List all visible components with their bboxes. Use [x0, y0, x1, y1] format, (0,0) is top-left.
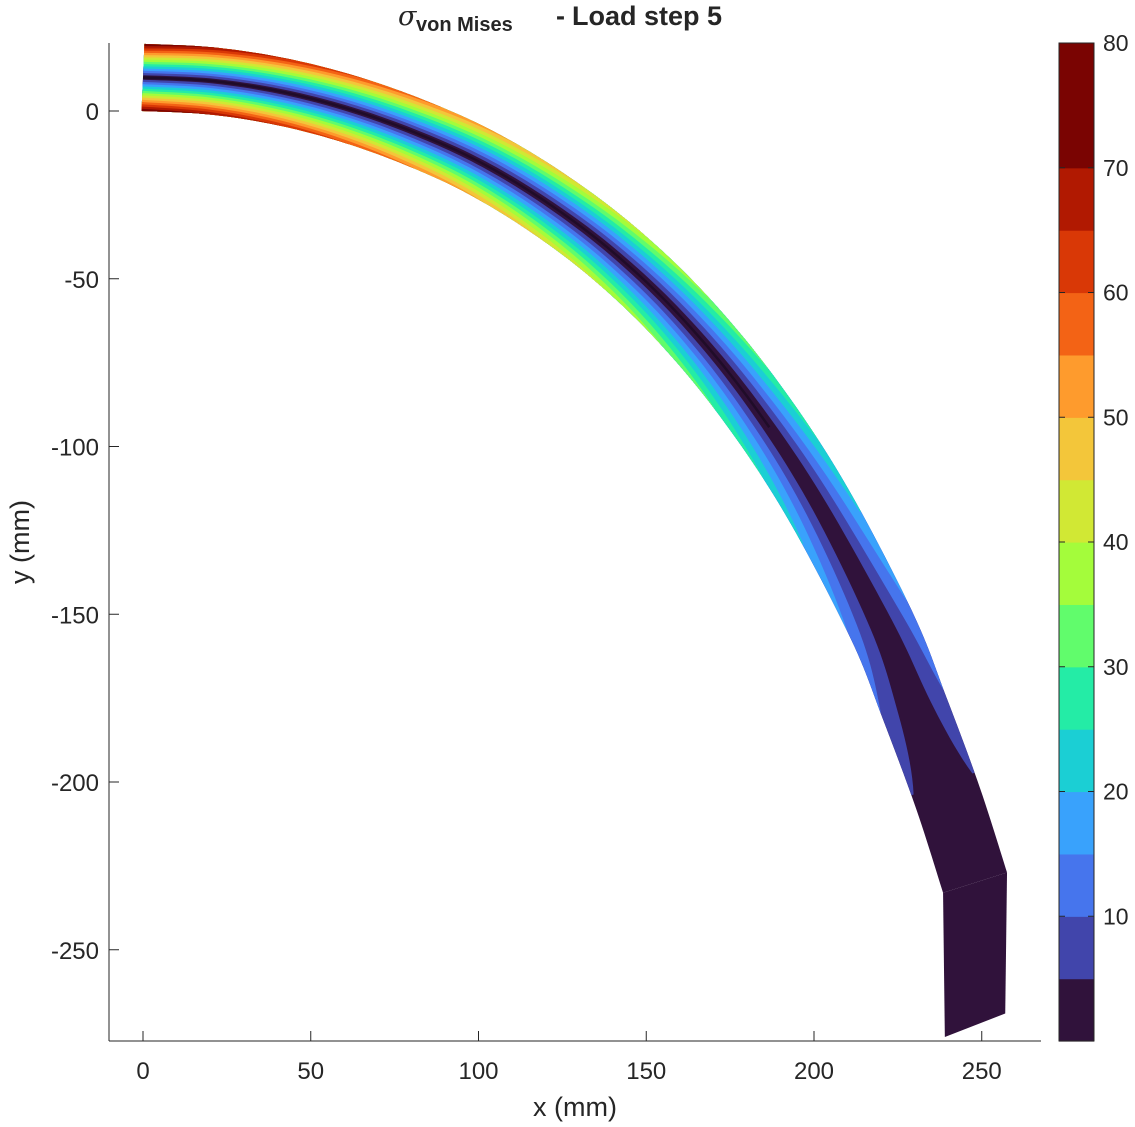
stress-band	[141, 88, 764, 479]
chart-title: σ von Mises - Load step 5	[398, 1, 722, 36]
colorbar-tick-label: 80	[1103, 30, 1129, 56]
x-tick-label: 200	[794, 1058, 834, 1085]
title-subscript: von Mises	[416, 14, 513, 36]
stress-band	[144, 43, 296, 61]
stress-band	[141, 108, 213, 115]
colorbar-tick-label: 20	[1103, 779, 1129, 805]
colorbar-level	[1059, 43, 1094, 106]
stress-band	[144, 43, 220, 49]
y-ticks: 0 -50 -100 -150 -200 -250	[51, 99, 119, 965]
colorbar-level	[1059, 916, 1094, 980]
title-separator: -	[556, 1, 565, 31]
axes	[108, 43, 1041, 1042]
colorbar-level	[1059, 354, 1094, 418]
x-tick-label: 50	[297, 1058, 324, 1085]
colorbar-level	[1059, 292, 1094, 356]
colorbar-level	[1059, 417, 1094, 481]
colorbar-level	[1059, 542, 1094, 605]
colorbar-level	[1059, 978, 1094, 1042]
colorbar-tick-label: 10	[1103, 903, 1129, 929]
title-text: Load step 5	[572, 1, 722, 31]
colorbar-tick-label: 70	[1103, 155, 1129, 181]
y-axis-label: y (mm)	[5, 500, 35, 584]
colorbar-level	[1059, 105, 1094, 169]
colorbar-tick-label: 50	[1103, 404, 1129, 430]
colorbar-level	[1059, 604, 1094, 668]
colorbar-level	[1059, 729, 1094, 793]
y-tick-label: -100	[51, 435, 99, 462]
y-tick-label: -200	[51, 770, 99, 797]
x-tick-label: 150	[626, 1058, 666, 1085]
colorbar-level	[1059, 479, 1094, 543]
beam-body	[141, 43, 1008, 893]
title-symbol: σ	[398, 1, 418, 32]
colorbar-tick-label: 40	[1103, 529, 1129, 555]
colorbar-level	[1059, 167, 1094, 231]
y-tick-label: -50	[64, 267, 99, 294]
beam-contour	[141, 43, 1008, 1037]
y-tick-label: -250	[51, 938, 99, 965]
y-tick-label: -150	[51, 602, 99, 629]
stress-band	[143, 43, 518, 145]
x-tick-label: 0	[136, 1058, 149, 1085]
neutral-axis	[142, 76, 771, 428]
colorbar-level	[1059, 853, 1094, 917]
stress-band	[143, 43, 944, 690]
beam-free-end	[943, 872, 1008, 1037]
x-tick-label: 100	[458, 1058, 498, 1085]
x-tick-label: 250	[962, 1058, 1002, 1085]
colorbar-tick-label: 60	[1103, 280, 1129, 306]
colorbar-level	[1059, 791, 1094, 855]
colorbar-level	[1059, 230, 1094, 294]
colorbar-level	[1059, 666, 1094, 730]
y-tick-label: 0	[86, 99, 99, 126]
x-ticks: 0 50 100 150 200 250	[136, 1031, 1002, 1085]
stress-band	[143, 43, 975, 774]
colorbar-tick-label: 30	[1103, 654, 1129, 680]
x-axis-label: x (mm)	[533, 1092, 617, 1122]
colorbar: 10 20 30 40 50 60 70 80	[1058, 30, 1129, 1042]
